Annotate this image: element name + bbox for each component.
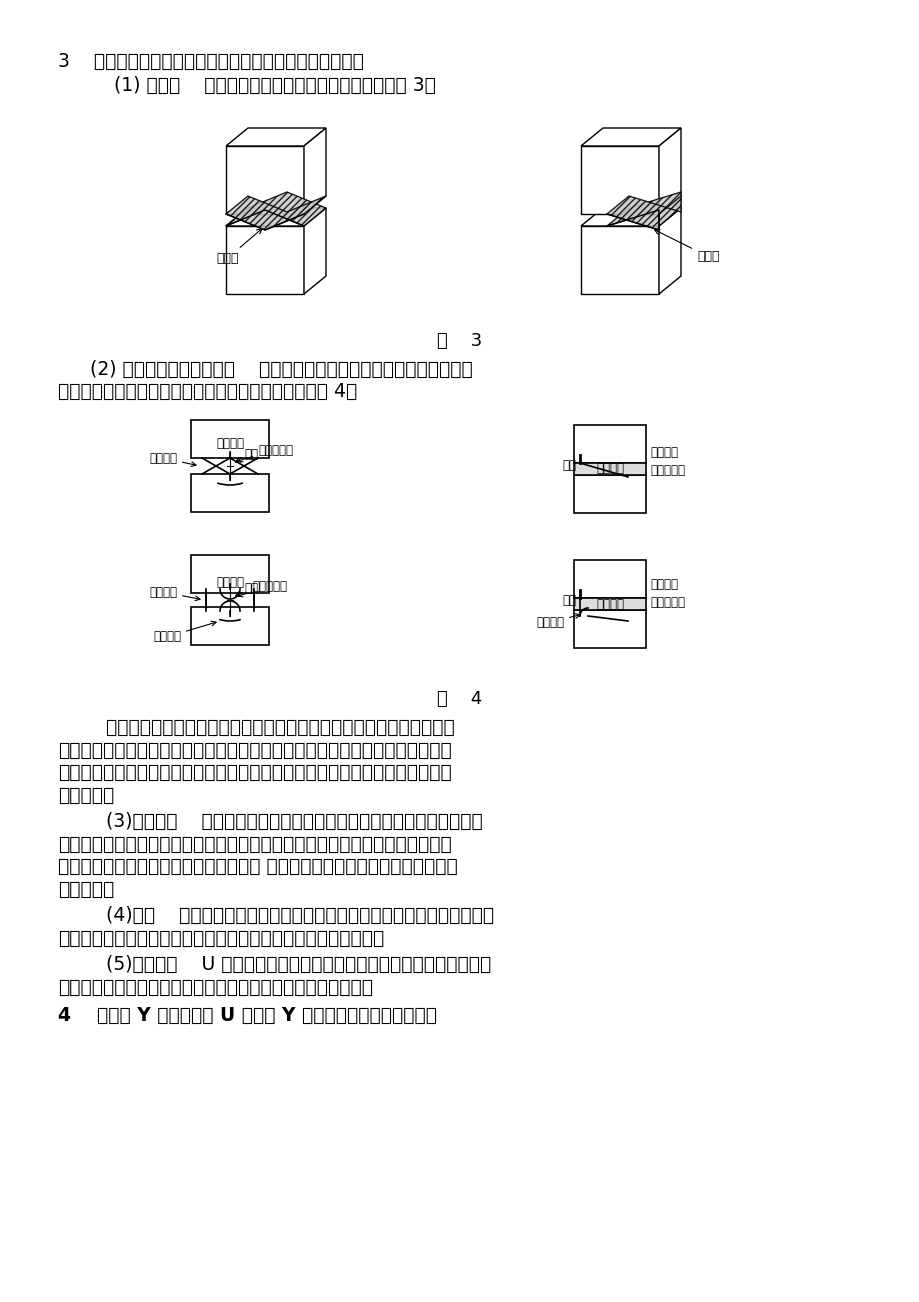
Bar (191, 607, 268, 644)
Polygon shape (581, 227, 658, 294)
Text: (3)根部间隙    焊前，在接头根部之间预留的空隙称为根部间隙。亦称装: (3)根部间隙 焊前，在接头根部之间预留的空隙称为根部间隙。亦称装 (58, 812, 482, 831)
Text: 3    表示坡口几何尺寸的参数有哪些？它们各起什么作用？: 3 表示坡口几何尺寸的参数有哪些？它们各起什么作用？ (58, 52, 364, 72)
Bar (573, 560, 645, 598)
Text: 部间隙太小时，将在根部产生焊不透现象 但太大的根部间隙，又会使根部烧穿，: 部间隙太小时，将在根部产生焊不透现象 但太大的根部间隙，又会使根部烧穿， (58, 857, 458, 876)
Text: 大坡口根部的横向空间，使焊条能够伸入根部，促使根部焊透。: 大坡口根部的横向空间，使焊条能够伸入根部，促使根部焊透。 (58, 978, 372, 996)
Polygon shape (226, 191, 325, 227)
Text: 坡口角度
坡口面角度: 坡口角度 坡口面角度 (650, 445, 685, 477)
Text: 动生产率。: 动生产率。 (58, 785, 114, 805)
Bar (573, 464, 645, 475)
Text: 配间隙。根部间隙的作用在于焊接底层焊道时，能保证根部可以焊透。因此，根: 配间隙。根部间隙的作用在于焊接底层焊道时，能保证根部可以焊透。因此，根 (58, 835, 451, 854)
Bar (573, 424, 645, 464)
Text: 根部间隙: 根部间隙 (149, 452, 196, 466)
Text: 口内部，不和两侧坡口面相碰，但角度太大将会消耗太多的填充材料，并降低劳: 口内部，不和两侧坡口面相碰，但角度太大将会消耗太多的填充材料，并降低劳 (58, 763, 451, 783)
Bar (573, 475, 645, 513)
Bar (191, 474, 268, 512)
Text: 坡口面角度: 坡口面角度 (238, 581, 287, 596)
Text: 钝边: 钝边 (235, 582, 257, 596)
Text: 坡口角度
坡口面角度: 坡口角度 坡口面角度 (650, 578, 685, 609)
Text: 根部半径: 根部半径 (153, 621, 216, 643)
Text: 坡口面角度: 坡口面角度 (238, 444, 292, 462)
Text: 坡口面: 坡口面 (216, 229, 262, 266)
Bar (573, 611, 645, 648)
Polygon shape (226, 128, 325, 146)
Bar (191, 555, 268, 592)
Text: (1) 坡口面    焊件上所开坡口的表面称为坡口面，见图 3。: (1) 坡口面 焊件上所开坡口的表面称为坡口面，见图 3。 (90, 76, 436, 95)
Text: (4)钝边    焊件开坡口时，沿焊件厚度方向未开坡口的端面部分称为钝边。: (4)钝边 焊件开坡口时，沿焊件厚度方向未开坡口的端面部分称为钝边。 (58, 906, 494, 924)
Text: 坡口角度: 坡口角度 (216, 437, 244, 450)
Polygon shape (607, 191, 680, 227)
Text: 钝边的作用是防止根部烧穿，但钝边值太大，又会使根部焊不透。: 钝边的作用是防止根部烧穿，但钝边值太大，又会使根部焊不透。 (58, 928, 384, 948)
Text: 图    4: 图 4 (437, 690, 482, 708)
Text: 坡口面: 坡口面 (654, 229, 719, 263)
Bar (573, 598, 645, 611)
Bar (191, 421, 268, 458)
Text: 根部间隙: 根部间隙 (596, 598, 623, 611)
Polygon shape (581, 146, 658, 214)
Text: 4    试比较 Y 形、带钝边 U 形、双 Y 形三种坡口各自的优缺点？: 4 试比较 Y 形、带钝边 U 形、双 Y 形三种坡口各自的优缺点？ (58, 1006, 437, 1025)
Text: 图    3: 图 3 (437, 332, 482, 350)
Text: 坡口面角度，两坡口面之间的夹角称为坡口角度，见图 4。: 坡口面角度，两坡口面之间的夹角称为坡口角度，见图 4。 (58, 381, 357, 401)
Polygon shape (607, 197, 680, 230)
Text: 开单面坡口时，坡口角度等于坡口面角度；开双面对称坡口时，坡口角: 开单面坡口时，坡口角度等于坡口面角度；开双面对称坡口时，坡口角 (58, 717, 454, 737)
Text: 钝边: 钝边 (562, 594, 575, 607)
Polygon shape (581, 208, 680, 227)
Text: 根部间隙: 根部间隙 (596, 462, 623, 475)
Text: 钝边: 钝边 (235, 448, 257, 462)
Text: (5)根部半径    U 形坡口底部的半径称为根部半径。根部半径的作用是增: (5)根部半径 U 形坡口底部的半径称为根部半径。根部半径的作用是增 (58, 954, 491, 974)
Text: 根部半径: 根部半径 (536, 613, 580, 629)
Polygon shape (581, 128, 680, 146)
Polygon shape (303, 208, 325, 294)
Text: 形成焊瘤。: 形成焊瘤。 (58, 879, 114, 898)
Polygon shape (226, 146, 303, 214)
Polygon shape (226, 197, 325, 230)
Polygon shape (226, 227, 303, 294)
Text: 坡口角度: 坡口角度 (216, 575, 244, 589)
Polygon shape (303, 128, 325, 214)
Polygon shape (226, 208, 325, 227)
Text: (2) 坡口面角度和坡口角度    焊件表面的垂直面与坡口面之间的夹角称为: (2) 坡口面角度和坡口角度 焊件表面的垂直面与坡口面之间的夹角称为 (90, 359, 472, 379)
Polygon shape (658, 128, 680, 214)
Polygon shape (658, 208, 680, 294)
Text: 度等于两倍的坡口面角度。坡口角度（或坡口面角度）应保证焊条能自由伸入坡: 度等于两倍的坡口面角度。坡口角度（或坡口面角度）应保证焊条能自由伸入坡 (58, 741, 451, 759)
Text: 根部间隙: 根部间隙 (149, 586, 199, 600)
Text: 钝边: 钝边 (562, 460, 575, 473)
